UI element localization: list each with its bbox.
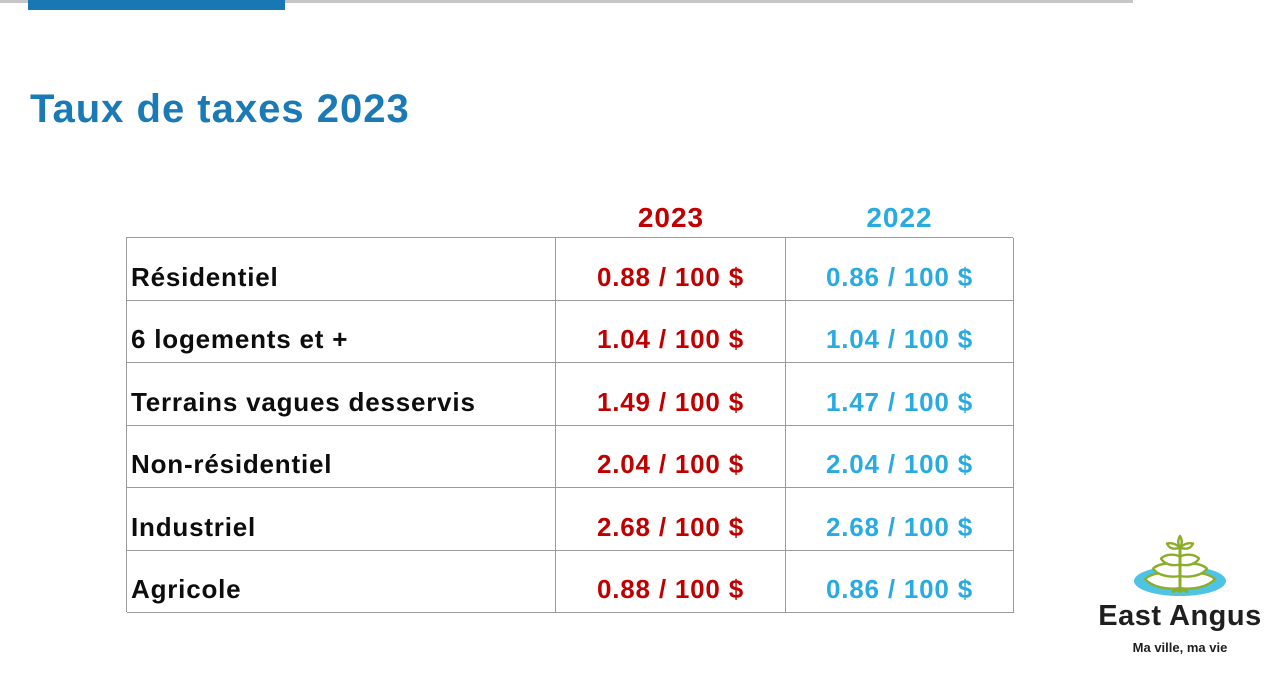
- row-label: Terrains vagues desservis: [127, 363, 556, 426]
- top-rule: [0, 0, 1133, 3]
- tree-logo-icon: [1134, 534, 1226, 596]
- row-label: Agricole: [127, 550, 556, 613]
- rate-2023: 0.88 / 100 $: [556, 238, 786, 301]
- row-label: Résidentiel: [127, 238, 556, 301]
- rate-2022: 1.04 / 100 $: [786, 300, 1014, 363]
- rate-2022: 2.68 / 100 $: [786, 488, 1014, 551]
- tax-rates-table: Résidentiel 0.88 / 100 $ 0.86 / 100 $ 6 …: [126, 237, 1014, 613]
- east-angus-logo: East Angus Ma ville, ma vie: [1094, 534, 1266, 655]
- top-accent-bar: [28, 0, 285, 10]
- rate-2023: 1.49 / 100 $: [556, 363, 786, 426]
- rate-2022: 1.47 / 100 $: [786, 363, 1014, 426]
- logo-wordmark: East Angus: [1098, 600, 1262, 632]
- rate-2023: 2.04 / 100 $: [556, 425, 786, 488]
- rate-2023: 2.68 / 100 $: [556, 488, 786, 551]
- rate-2023: 0.88 / 100 $: [556, 550, 786, 613]
- column-header-2023: 2023: [637, 202, 705, 233]
- row-label: 6 logements et +: [127, 300, 556, 363]
- column-header-2022: 2022: [866, 202, 933, 233]
- rate-2022: 0.86 / 100 $: [786, 238, 1014, 301]
- logo-tagline: Ma ville, ma vie: [1132, 640, 1228, 655]
- rate-2022: 0.86 / 100 $: [786, 550, 1014, 613]
- row-label: Industriel: [127, 488, 556, 551]
- rate-2023: 1.04 / 100 $: [556, 300, 786, 363]
- page-title: Taux de taxes 2023: [30, 86, 410, 131]
- row-label: Non-résidentiel: [127, 425, 556, 488]
- rate-2022: 2.04 / 100 $: [786, 425, 1014, 488]
